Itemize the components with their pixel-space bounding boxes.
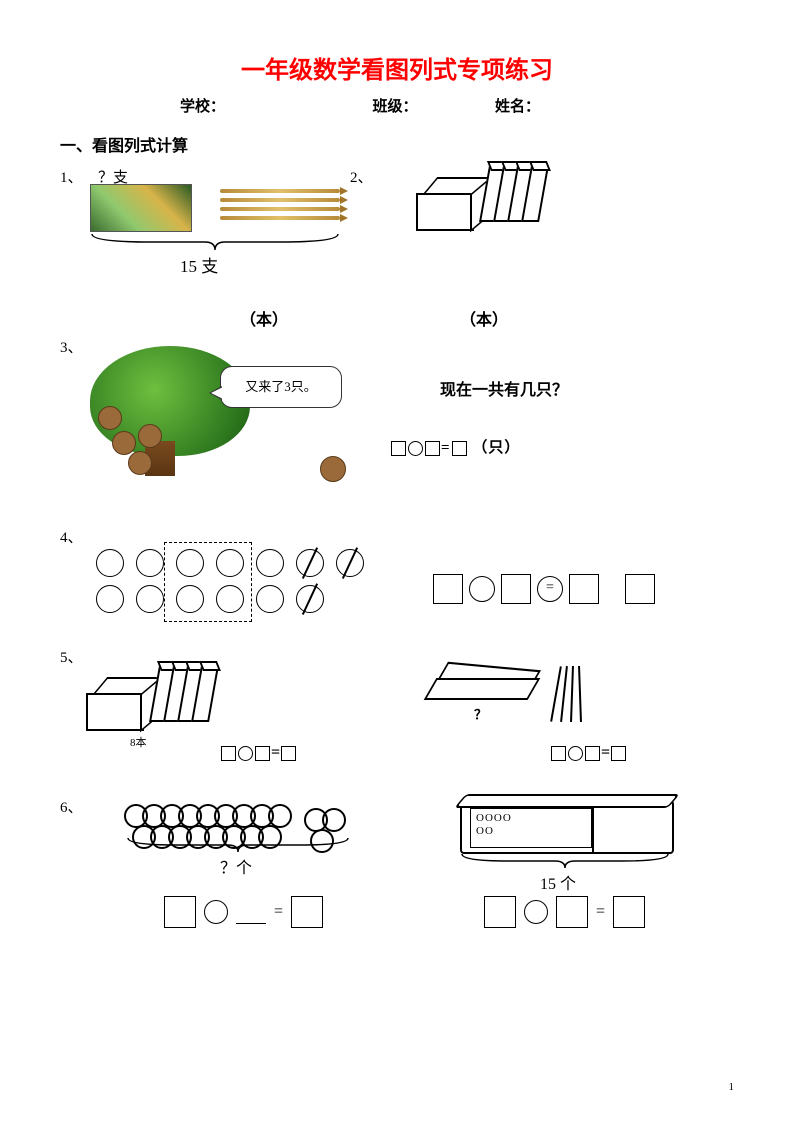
class-label: 班级： bbox=[373, 95, 418, 116]
p1-total-label: 15 支 bbox=[180, 252, 218, 277]
worksheet-title: 一年级数学看图列式专项练习 bbox=[60, 50, 734, 85]
p6-equation-1: = bbox=[160, 896, 327, 928]
p6-equation-2: = bbox=[480, 896, 649, 928]
p3-equation: = （只） bbox=[390, 436, 520, 457]
p5-number: 5、 bbox=[60, 646, 83, 667]
p4-number: 4、 bbox=[60, 526, 83, 547]
p2-books-image bbox=[410, 166, 544, 227]
p6-number: 6、 bbox=[60, 796, 83, 817]
school-label: 学校： bbox=[180, 95, 225, 116]
p1-number: 1、 bbox=[60, 166, 83, 187]
brace-icon bbox=[90, 232, 340, 252]
p1-covered-image bbox=[90, 184, 192, 232]
p5-right-image: ？ bbox=[430, 666, 584, 727]
unit-ben-2: （本） bbox=[460, 306, 508, 330]
p3-number: 3、 bbox=[60, 336, 83, 357]
name-label: 姓名： bbox=[495, 95, 540, 116]
section-heading: 一、看图列式计算 bbox=[60, 132, 734, 156]
p5-equation-1: = bbox=[220, 744, 297, 762]
p2-number: 2、 bbox=[350, 166, 373, 187]
speech-bubble: 又来了3只。 bbox=[220, 366, 342, 408]
p6-total: 15 个 bbox=[540, 870, 576, 894]
brace-icon bbox=[460, 852, 670, 870]
p4-equation: = bbox=[430, 574, 658, 604]
pencils-group bbox=[220, 184, 340, 225]
unit-ben-1: （本） bbox=[240, 306, 288, 330]
info-line: 学校： 班级： 姓名： bbox=[180, 95, 734, 116]
brace-icon bbox=[126, 836, 350, 854]
box-circles: OOOOOO bbox=[476, 812, 512, 838]
page-number: 1 bbox=[729, 1081, 735, 1093]
monkey-tree-image: 又来了3只。 bbox=[90, 346, 350, 476]
p6-question: ？个 bbox=[220, 854, 252, 878]
p3-question: 现在一共有几只？ bbox=[440, 376, 568, 400]
p5-left-image: 8本 bbox=[80, 666, 214, 727]
p5-equation-2: = bbox=[550, 744, 627, 762]
long-box-image: OOOOOO bbox=[460, 800, 674, 854]
circles-grid bbox=[90, 546, 370, 618]
